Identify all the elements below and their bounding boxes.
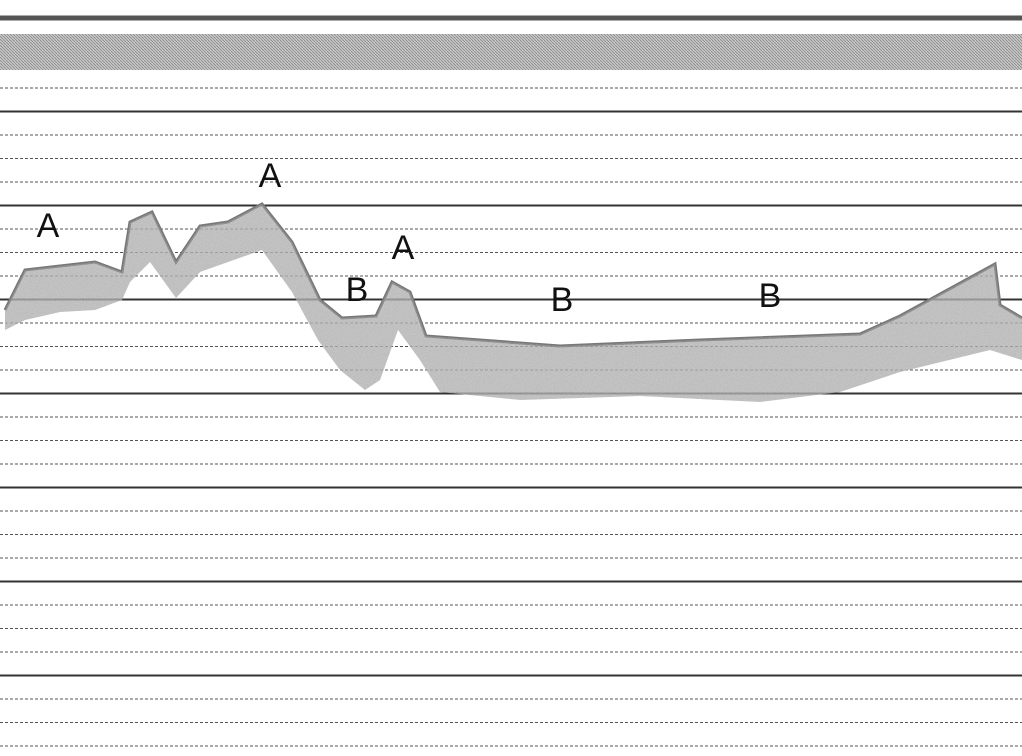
annotation-label: A	[259, 157, 282, 195]
surface-band	[0, 34, 1022, 70]
annotation-label: B	[759, 277, 782, 315]
page: {"annotations": [ {"label": "A"}, {"labe…	[0, 0, 1022, 756]
annotation-label: A	[392, 229, 415, 267]
echogram: AAABBB	[0, 0, 1022, 756]
annotation-label: B	[551, 281, 574, 319]
annotation-label: B	[346, 271, 369, 309]
annotation-label: A	[37, 207, 60, 245]
